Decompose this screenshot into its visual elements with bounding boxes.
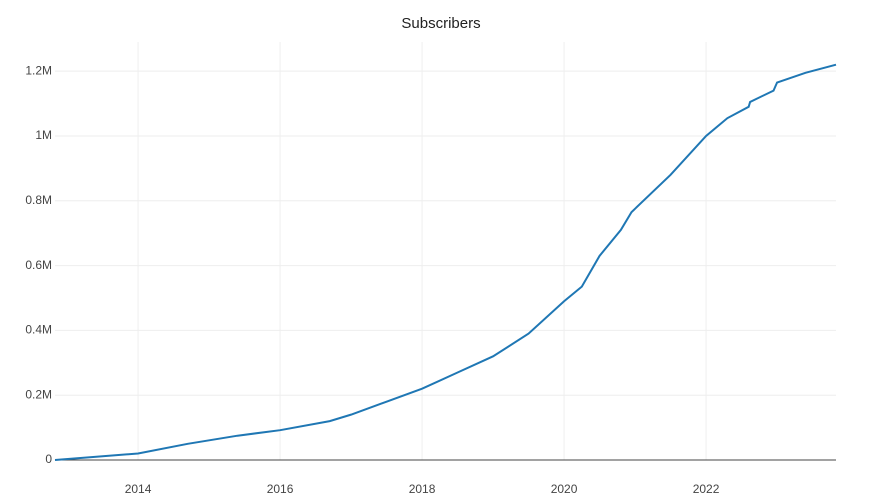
- y-tick-label: 0.6M: [25, 258, 52, 272]
- chart-title: Subscribers: [401, 15, 480, 32]
- line: [54, 63, 837, 461]
- x-tick-label: 2020: [551, 482, 578, 496]
- y-tick-label: 0.4M: [25, 323, 52, 337]
- x-tick-label: 2022: [693, 482, 720, 496]
- x-tick-label: 2018: [409, 482, 436, 496]
- y-tick-label: 1M: [35, 128, 52, 142]
- x-tick-label: 2016: [267, 482, 294, 496]
- y-tick-label: 1.2M: [25, 63, 52, 77]
- x-tick-label: 2014: [125, 482, 152, 496]
- y-tick-label: 0.8M: [25, 193, 52, 207]
- y-tick-label: 0.2M: [25, 387, 52, 401]
- y-tick-label: 0: [45, 452, 52, 466]
